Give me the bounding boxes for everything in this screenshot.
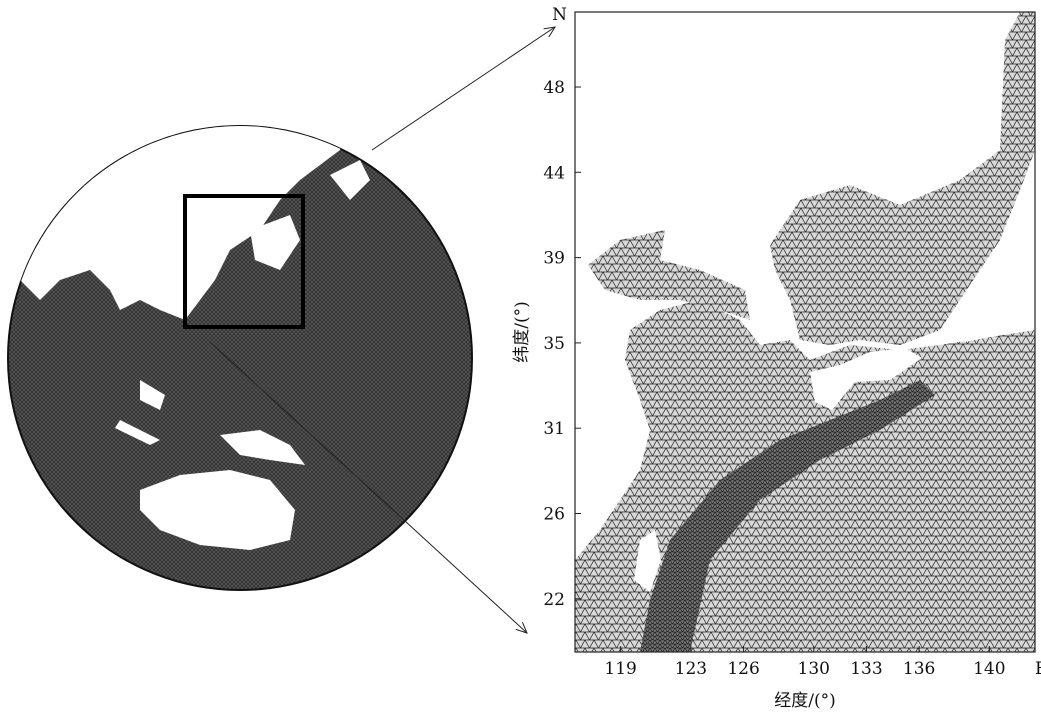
arrow: [209, 341, 527, 633]
y-tick-label: 44: [543, 163, 565, 183]
y-tick-label: 35: [543, 334, 565, 354]
x-end-label: E: [1035, 659, 1041, 679]
arrow: [371, 27, 555, 151]
x-tick-label: 126: [727, 659, 759, 679]
y-tick-label: 39: [543, 249, 565, 269]
y-tick-label: 22: [543, 590, 565, 610]
x-tick-label: 130: [798, 659, 830, 679]
x-tick-label: 123: [675, 659, 707, 679]
x-axis-label: 经度/(°): [774, 691, 836, 711]
y-tick-label: 48: [543, 78, 565, 98]
y-end-label: N: [552, 5, 567, 25]
x-tick-label: 140: [973, 659, 1005, 679]
x-tick-label: 119: [604, 659, 636, 679]
x-tick-label: 133: [850, 659, 882, 679]
y-tick-label: 31: [543, 419, 565, 439]
globe: [7, 125, 473, 591]
mesh-map: [574, 11, 1036, 653]
y-tick-label: 26: [543, 505, 565, 525]
y-axis-label: 纬度/(°): [512, 301, 532, 363]
x-tick-label: 136: [903, 659, 935, 679]
